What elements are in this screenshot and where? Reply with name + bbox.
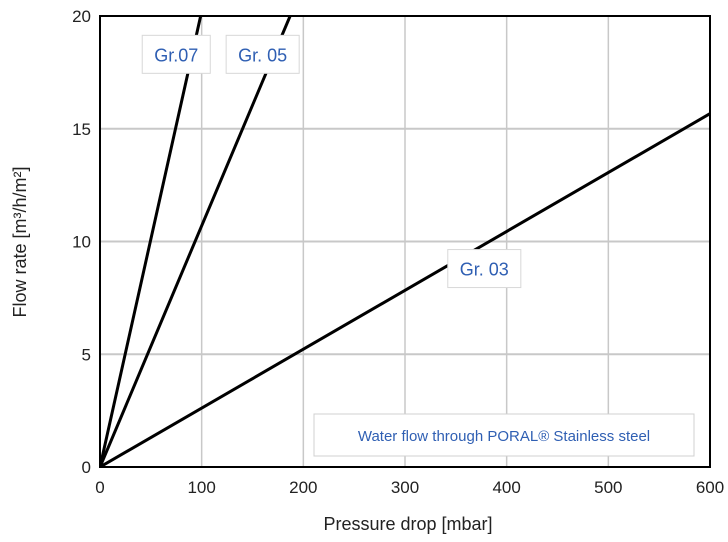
x-tick-label: 500 — [594, 478, 622, 497]
y-axis-ticks: 0 5 10 15 20 — [72, 7, 91, 477]
series-label-text: Gr. 03 — [460, 260, 509, 280]
x-axis-ticks: 0 100 200 300 400 500 600 — [95, 478, 724, 497]
x-tick-label: 400 — [492, 478, 520, 497]
y-tick-label: 0 — [82, 458, 91, 477]
y-tick-label: 5 — [82, 345, 91, 364]
series-line-3 — [100, 111, 710, 467]
series-line-2 — [100, 16, 292, 467]
y-axis-title: Flow rate [m³/h/m²] — [10, 166, 30, 317]
annotation-box-border — [313, 413, 695, 457]
series-label-box — [141, 34, 211, 74]
series-label-box — [225, 34, 300, 74]
x-tick-label: 100 — [187, 478, 215, 497]
series-label-text: Gr.07 — [154, 45, 198, 65]
x-axis-title: Pressure drop [mbar] — [323, 514, 492, 534]
series-lines — [100, 16, 710, 467]
series-line-1 — [100, 16, 203, 467]
series-label-1: Gr.07 — [141, 34, 211, 74]
series-label-box — [447, 249, 522, 289]
x-tick-label: 300 — [391, 478, 419, 497]
grid-lines — [100, 16, 710, 467]
x-tick-label: 200 — [289, 478, 317, 497]
annotation-text: Water flow through PORAL® Stainless stee… — [358, 428, 650, 445]
series-label-2: Gr. 05 — [225, 34, 300, 74]
x-tick-label: 0 — [95, 478, 104, 497]
series-labels: Gr.07 Gr. 05 Gr. 03 — [141, 34, 522, 289]
series-label-3: Gr. 03 — [447, 249, 522, 289]
annotation-box: Water flow through PORAL® Stainless stee… — [313, 413, 695, 457]
y-tick-label: 20 — [72, 7, 91, 26]
y-tick-label: 10 — [72, 233, 91, 252]
series-label-text: Gr. 05 — [238, 45, 287, 65]
plot-frame — [99, 15, 711, 468]
x-tick-label: 600 — [696, 478, 724, 497]
y-tick-label: 15 — [72, 120, 91, 139]
plot-border — [99, 15, 711, 468]
